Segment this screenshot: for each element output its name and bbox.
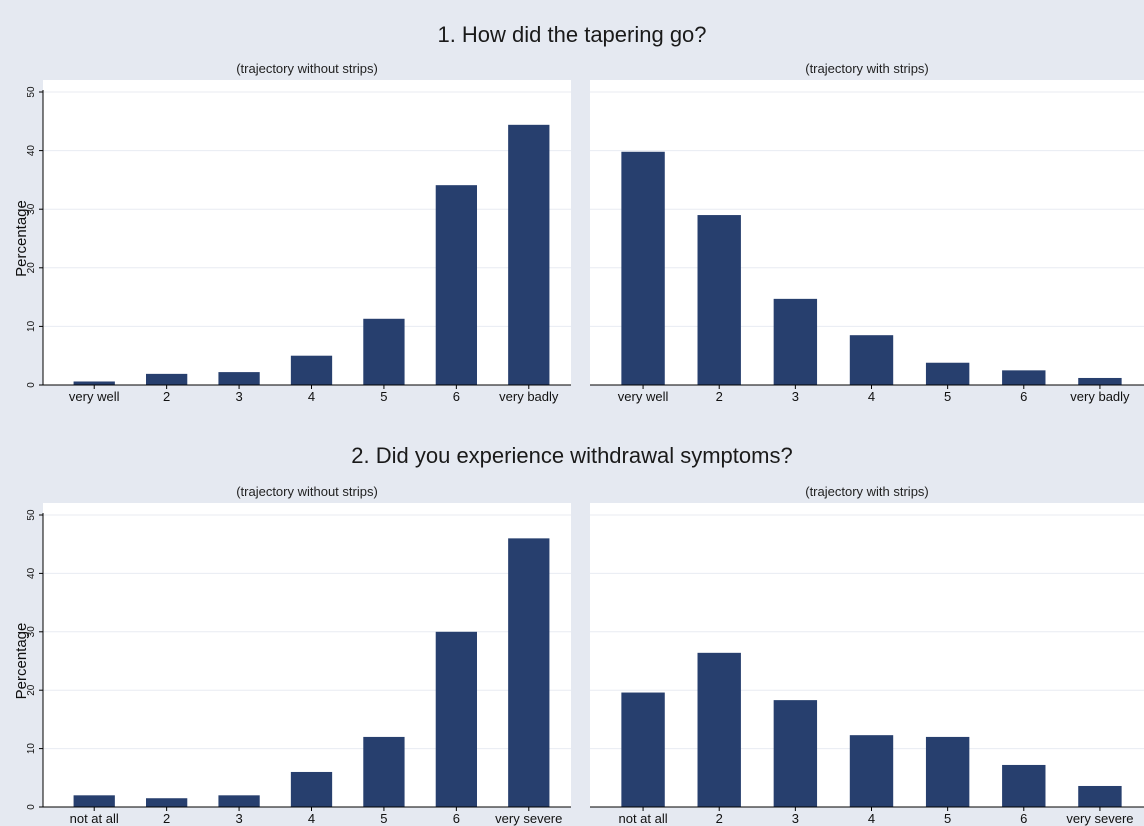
- y-tick-label: 0: [26, 804, 37, 810]
- x-tick-label: 2: [163, 811, 170, 826]
- bar-5: [925, 736, 970, 807]
- x-tick-label: 4: [308, 811, 315, 826]
- y-tick-label: 20: [26, 684, 37, 696]
- y-axis-label: Percentage: [13, 623, 30, 700]
- bar-3: [773, 298, 818, 385]
- bar-3: [773, 700, 818, 807]
- y-tick-label: 20: [26, 262, 37, 274]
- x-tick-label: very well: [69, 389, 120, 404]
- chart-panel-3: (trajectory without strips) not at all 2 3 4…: [13, 484, 571, 826]
- x-tick-label: 5: [380, 811, 387, 826]
- bar-2: [697, 215, 741, 385]
- x-tick-label: not at all: [70, 811, 119, 826]
- row-title-2: 2. Did you experience withdrawal symptom…: [351, 443, 792, 468]
- panel-subtitle: (trajectory without strips): [236, 484, 378, 499]
- bar-1: [73, 381, 115, 385]
- bar-4: [849, 735, 894, 807]
- bar-6: [435, 631, 477, 807]
- bar-6: [1002, 764, 1046, 807]
- y-tick-label: 0: [26, 382, 37, 388]
- bar-3: [218, 795, 260, 807]
- bar-2: [146, 798, 188, 807]
- x-tick-label: 5: [944, 811, 951, 826]
- bar-4: [290, 355, 333, 385]
- bar-1: [621, 692, 665, 807]
- row-title-1: 1. How did the tapering go?: [437, 22, 706, 47]
- y-tick-label: 10: [26, 320, 37, 332]
- bar-7: [508, 124, 550, 385]
- plot-area: [43, 503, 571, 807]
- bar-7: [508, 538, 550, 807]
- bar-5: [363, 736, 405, 807]
- x-tick-label: 4: [868, 811, 875, 826]
- chart-panel-2: (trajectory with strips) very well 2 3 4 5 6 ve…: [590, 61, 1144, 404]
- bar-7: [1078, 785, 1122, 807]
- x-tick-label: 3: [235, 811, 242, 826]
- plot-area: [43, 80, 571, 385]
- bar-2: [697, 652, 741, 807]
- panel-subtitle: (trajectory with strips): [805, 61, 929, 76]
- x-tick-label: 2: [163, 389, 170, 404]
- y-tick-label: 40: [26, 567, 37, 579]
- x-tick-label: 4: [868, 389, 875, 404]
- plot-area: [590, 80, 1144, 385]
- x-tick-label: very severe: [495, 811, 562, 826]
- x-tick-label: very badly: [1070, 389, 1130, 404]
- x-tick-label: very well: [618, 389, 669, 404]
- x-tick-label: very badly: [499, 389, 559, 404]
- x-tick-label: 4: [308, 389, 315, 404]
- x-tick-label: not at all: [618, 811, 667, 826]
- y-tick-label: 10: [26, 743, 37, 755]
- panel-subtitle: (trajectory with strips): [805, 484, 929, 499]
- panel-subtitle: (trajectory without strips): [236, 61, 378, 76]
- x-tick-label: 3: [792, 389, 799, 404]
- y-tick-label: 50: [26, 509, 37, 521]
- x-tick-label: 3: [235, 389, 242, 404]
- x-tick-label: 2: [716, 389, 723, 404]
- y-tick-label: 50: [26, 86, 37, 98]
- bar-4: [849, 335, 894, 385]
- x-tick-label: very severe: [1066, 811, 1133, 826]
- bar-1: [621, 151, 665, 385]
- y-tick-label: 30: [26, 203, 37, 215]
- y-tick-label: 30: [26, 626, 37, 638]
- x-tick-label: 2: [716, 811, 723, 826]
- bar-2: [146, 373, 188, 385]
- chart-panel-1: (trajectory without strips) very well 2 3 4 5…: [13, 61, 571, 404]
- x-tick-label: 6: [453, 389, 460, 404]
- bar-4: [290, 771, 333, 807]
- x-tick-label: 3: [792, 811, 799, 826]
- x-tick-label: 6: [1020, 811, 1027, 826]
- bar-3: [218, 372, 260, 385]
- chart-panel-4: (trajectory with strips) not at all 2 3 4 5 6 v…: [590, 484, 1144, 826]
- y-tick-label: 40: [26, 145, 37, 157]
- x-tick-label: 5: [944, 389, 951, 404]
- bar-1: [73, 795, 115, 807]
- x-tick-label: 6: [453, 811, 460, 826]
- x-tick-label: 5: [380, 389, 387, 404]
- x-tick-label: 6: [1020, 389, 1027, 404]
- bar-7: [1078, 377, 1122, 385]
- bar-6: [435, 185, 477, 385]
- y-axis-label: Percentage: [13, 200, 30, 277]
- bar-5: [363, 318, 405, 385]
- bar-5: [925, 362, 970, 385]
- bar-6: [1002, 370, 1046, 385]
